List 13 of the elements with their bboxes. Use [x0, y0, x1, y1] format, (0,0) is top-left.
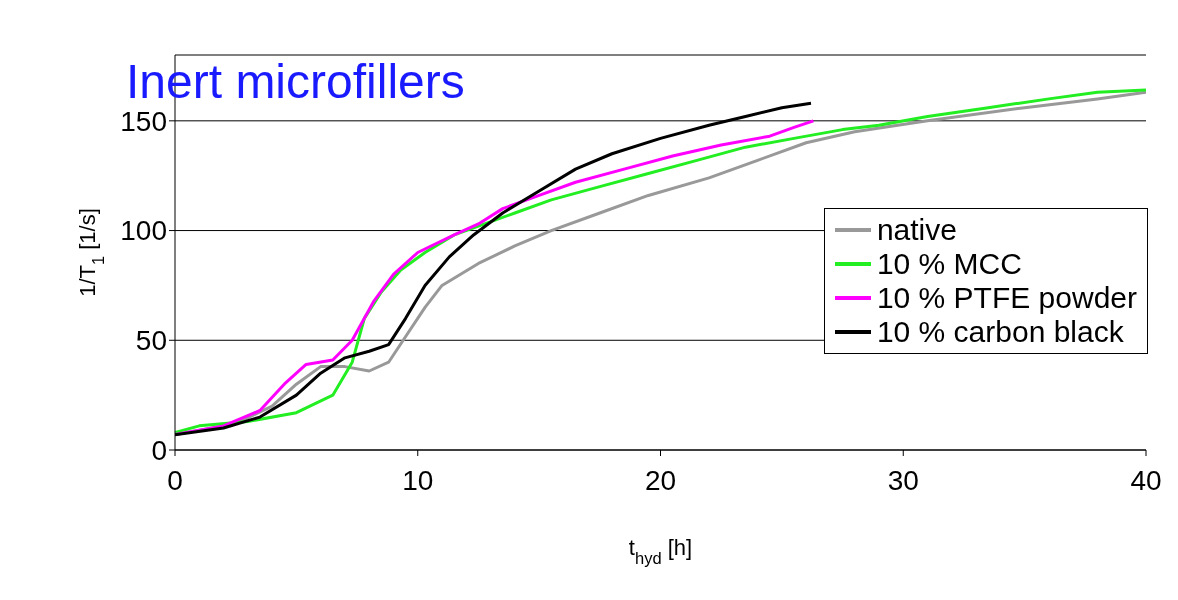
- y-tick-label: 150: [120, 105, 167, 137]
- legend-label: native: [876, 213, 957, 247]
- x-tick-label: 20: [644, 464, 677, 496]
- legend-label: 10 % MCC: [876, 247, 1022, 281]
- y-tick-label: 50: [135, 325, 167, 357]
- legend-label: 10 % carbon black: [876, 315, 1124, 349]
- legend-label: 10 % PTFE powder: [876, 281, 1137, 315]
- y-tick-label: 0: [151, 434, 167, 466]
- x-tick-label: 30: [887, 464, 919, 496]
- x-tick-label: 40: [1130, 464, 1162, 496]
- x-tick-label: 10: [402, 464, 434, 496]
- x-axis-title: t$_{hyd}$ [h]: [628, 535, 693, 567]
- y-tick-label: 100: [120, 215, 167, 247]
